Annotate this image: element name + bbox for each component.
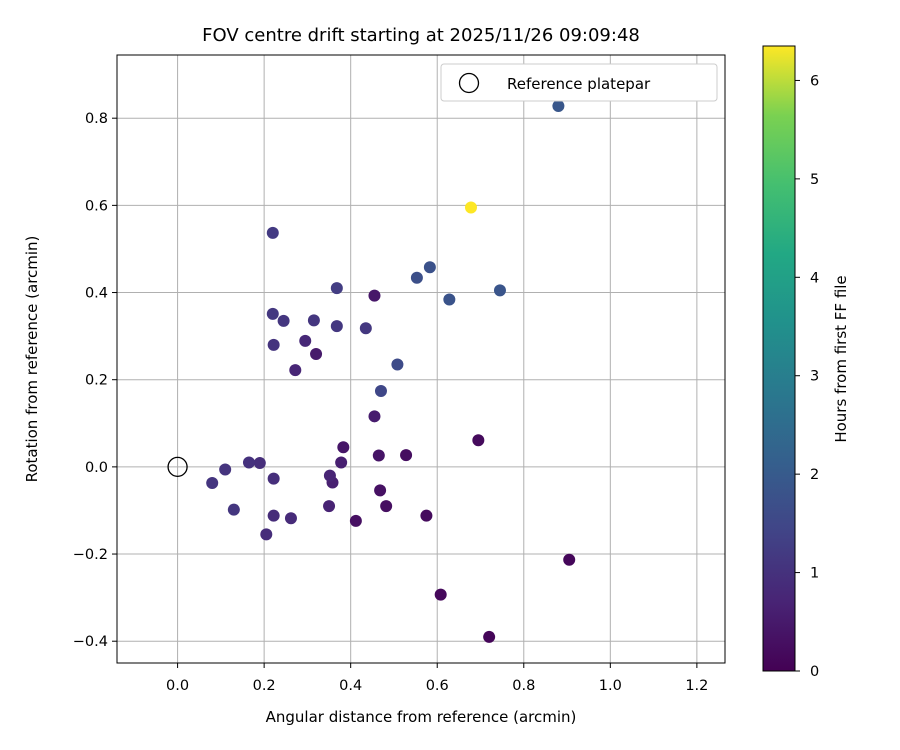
y-tick-label: 0.2 [85, 373, 108, 389]
legend-box [440, 63, 718, 102]
data-point [423, 261, 436, 274]
colorbar-tick-label: 6 [810, 73, 819, 89]
y-axis-ticks: −0.4 −0.2 0.0 0.2 0.4 0.6 0.8 [73, 111, 117, 650]
y-tick-label: 0.6 [85, 198, 108, 214]
data-point [242, 456, 255, 469]
legend-label-reference-platepar: Reference platepar [507, 75, 651, 93]
y-tick-label: 0.8 [85, 111, 108, 127]
data-point [266, 307, 279, 320]
colorbar-tick-label: 5 [810, 172, 819, 188]
x-tick-label: 0.0 [166, 678, 189, 694]
data-point [374, 484, 387, 497]
data-point [359, 322, 372, 335]
data-point [374, 385, 387, 398]
colorbar-ticks: 0 1 2 3 4 5 6 [795, 73, 819, 680]
colorbar-tick-label: 1 [810, 566, 819, 582]
x-tick-label: 0.8 [512, 678, 535, 694]
data-point [335, 456, 348, 469]
data-point [368, 410, 381, 423]
y-axis-label: Rotation from reference (arcmin) [23, 236, 41, 483]
colorbar-tick-label: 0 [810, 664, 819, 680]
data-point [323, 469, 336, 482]
data-point [299, 334, 312, 347]
data-point [267, 472, 280, 485]
data-point [420, 509, 433, 522]
data-point [464, 201, 477, 214]
data-points [206, 99, 576, 643]
data-point [443, 293, 456, 306]
colorbar-tick-label: 3 [810, 369, 819, 385]
data-point [323, 500, 336, 513]
data-point [552, 99, 565, 112]
grid [117, 55, 725, 663]
x-axis-ticks: 0.0 0.2 0.4 0.6 0.8 1.0 1.2 [166, 663, 708, 694]
x-axis-label: Angular distance from reference (arcmin) [266, 708, 577, 726]
data-point [349, 514, 362, 527]
data-point [434, 588, 447, 601]
data-point [267, 338, 280, 351]
x-tick-label: 1.2 [685, 678, 708, 694]
data-point [330, 320, 343, 333]
data-point [253, 456, 266, 469]
data-point [307, 314, 320, 327]
data-point [277, 314, 290, 327]
x-tick-label: 0.6 [426, 678, 449, 694]
plot-frame [116, 54, 726, 664]
colorbar [762, 45, 796, 672]
data-point [493, 284, 506, 297]
y-tick-label: 0.0 [85, 460, 108, 476]
reference-marker-group [167, 456, 188, 478]
data-point [284, 512, 297, 525]
x-tick-label: 0.4 [339, 678, 362, 694]
data-point [219, 463, 232, 476]
data-point [267, 509, 280, 522]
data-point [410, 271, 423, 284]
legend: Reference platepar [440, 63, 718, 102]
chart-title: FOV centre drift starting at 2025/11/26 … [202, 25, 640, 46]
data-point [400, 449, 413, 462]
data-point [260, 528, 273, 541]
data-point [372, 449, 385, 462]
data-point [563, 553, 576, 566]
y-tick-label: 0.4 [85, 286, 108, 302]
data-point [330, 282, 343, 295]
data-point [337, 441, 350, 454]
data-point [472, 434, 485, 447]
data-point [483, 630, 496, 643]
y-tick-label: −0.4 [73, 634, 108, 650]
data-point [266, 226, 279, 239]
legend-reference-marker [458, 72, 480, 94]
x-tick-label: 1.0 [599, 678, 622, 694]
data-point [310, 347, 323, 360]
data-point [380, 500, 393, 513]
colorbar-label: Hours from first FF file [832, 275, 850, 442]
data-point [289, 364, 302, 377]
data-point [368, 289, 381, 302]
colorbar-tick-label: 4 [810, 270, 819, 286]
x-tick-label: 0.2 [253, 678, 276, 694]
reference-platepar-marker [167, 456, 188, 478]
y-tick-label: −0.2 [73, 547, 108, 563]
colorbar-tick-label: 2 [810, 467, 819, 483]
data-point [206, 476, 219, 489]
data-point [227, 503, 240, 516]
data-point [391, 358, 404, 371]
